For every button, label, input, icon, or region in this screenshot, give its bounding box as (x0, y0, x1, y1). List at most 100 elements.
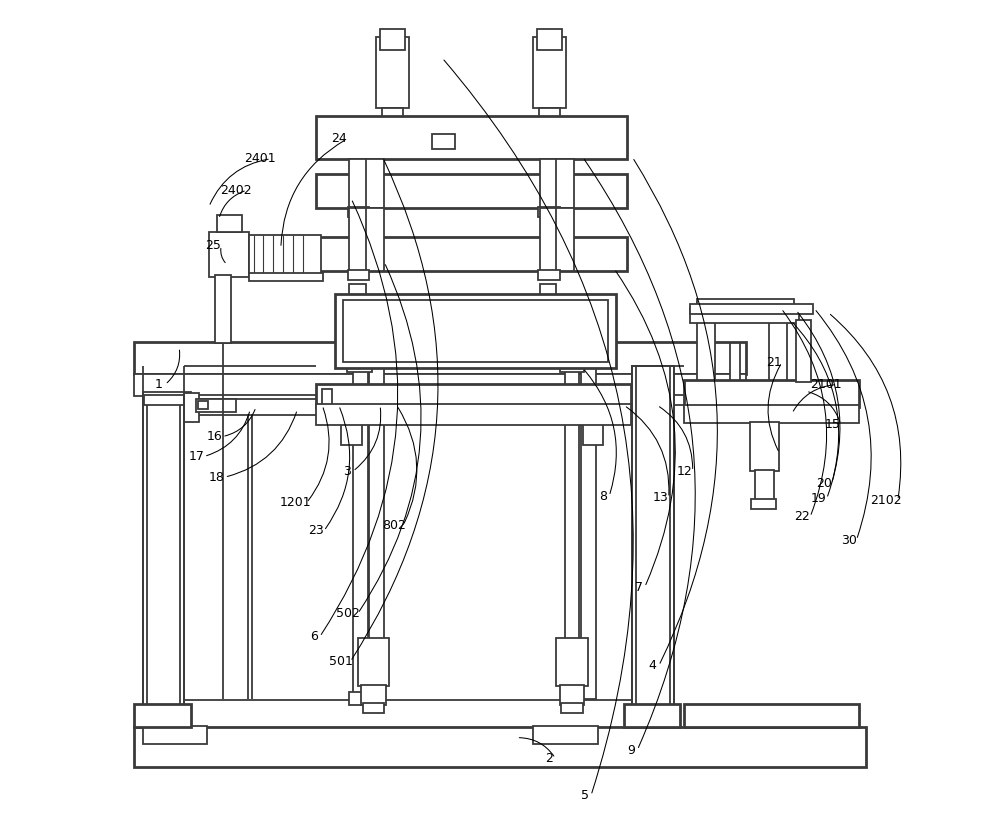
Text: 4: 4 (649, 659, 657, 672)
Bar (184, 393, 199, 422)
Bar (335, 294, 616, 368)
Bar (498, 393, 513, 422)
Bar (537, 29, 562, 50)
Bar (556, 208, 574, 271)
Text: 13: 13 (653, 491, 669, 504)
Bar (636, 366, 670, 705)
Bar (363, 703, 384, 713)
Bar (134, 727, 866, 767)
Text: 23: 23 (308, 524, 324, 538)
Bar (134, 374, 746, 396)
Bar (684, 704, 859, 727)
Text: 2401: 2401 (244, 152, 275, 165)
Bar (366, 159, 384, 208)
Bar (380, 29, 405, 50)
Text: 8: 8 (599, 490, 607, 503)
Bar (369, 368, 384, 699)
Text: 502: 502 (336, 607, 360, 620)
Bar (348, 207, 369, 217)
Text: 18: 18 (209, 471, 225, 484)
Bar (750, 422, 779, 471)
Bar (143, 726, 207, 744)
Bar (533, 726, 598, 744)
Bar (690, 304, 813, 314)
Text: 19: 19 (811, 492, 827, 505)
Bar (349, 692, 368, 705)
Bar (147, 366, 180, 705)
Bar (316, 174, 627, 208)
Bar (316, 237, 627, 271)
Bar (361, 685, 386, 705)
Bar (730, 343, 740, 380)
Bar (316, 116, 627, 159)
Text: 25: 25 (206, 239, 221, 252)
Bar (560, 356, 584, 372)
Bar (343, 300, 608, 362)
Bar (581, 368, 596, 699)
Bar (684, 405, 859, 423)
Bar (348, 270, 369, 280)
Bar (134, 704, 191, 727)
Bar (556, 159, 574, 208)
Bar (353, 368, 368, 699)
Text: 6: 6 (310, 630, 318, 643)
Bar (556, 638, 588, 686)
Text: 21: 21 (766, 356, 782, 369)
Bar (684, 380, 859, 407)
Bar (697, 302, 715, 380)
Bar (217, 215, 242, 232)
Bar (347, 356, 372, 372)
Bar (376, 37, 409, 108)
Bar (358, 638, 389, 686)
Bar (538, 270, 560, 280)
Bar (690, 308, 799, 323)
Bar (538, 207, 560, 217)
Bar (769, 302, 787, 380)
Bar (316, 404, 631, 425)
Text: 2: 2 (545, 752, 553, 765)
Bar (144, 395, 738, 405)
Bar (751, 499, 776, 509)
Bar (561, 703, 583, 713)
Bar (196, 399, 236, 412)
Text: 2402: 2402 (220, 184, 251, 197)
Bar (565, 368, 579, 699)
Bar (533, 37, 566, 108)
Bar (349, 208, 368, 271)
Text: 9: 9 (627, 743, 635, 757)
Text: 17: 17 (188, 450, 204, 463)
Text: 3: 3 (343, 465, 351, 478)
Bar (215, 275, 231, 343)
Bar (143, 366, 184, 705)
Text: 1201: 1201 (279, 496, 311, 509)
Bar (349, 284, 366, 294)
Bar (209, 232, 249, 277)
Bar (322, 405, 624, 412)
Text: 7: 7 (635, 581, 643, 594)
Bar (322, 389, 332, 407)
Bar (134, 342, 746, 374)
Bar (796, 320, 811, 382)
Text: 802: 802 (382, 519, 406, 532)
Text: 501: 501 (329, 655, 353, 668)
Bar (349, 159, 368, 208)
Bar (540, 208, 558, 271)
Text: 22: 22 (794, 510, 810, 523)
Text: 30: 30 (841, 533, 857, 547)
Bar (540, 159, 558, 208)
Bar (184, 399, 523, 415)
Bar (249, 235, 321, 275)
Bar (624, 704, 680, 727)
Bar (432, 134, 455, 149)
Text: 20: 20 (816, 477, 832, 490)
Bar (325, 409, 618, 422)
Text: 16: 16 (206, 430, 222, 443)
Text: 12: 12 (677, 465, 693, 478)
Text: 15: 15 (825, 418, 841, 431)
Bar (583, 420, 603, 445)
Bar (249, 273, 323, 281)
Bar (366, 208, 384, 271)
Bar (540, 284, 556, 294)
Bar (198, 401, 208, 409)
Text: 2101: 2101 (810, 378, 842, 391)
